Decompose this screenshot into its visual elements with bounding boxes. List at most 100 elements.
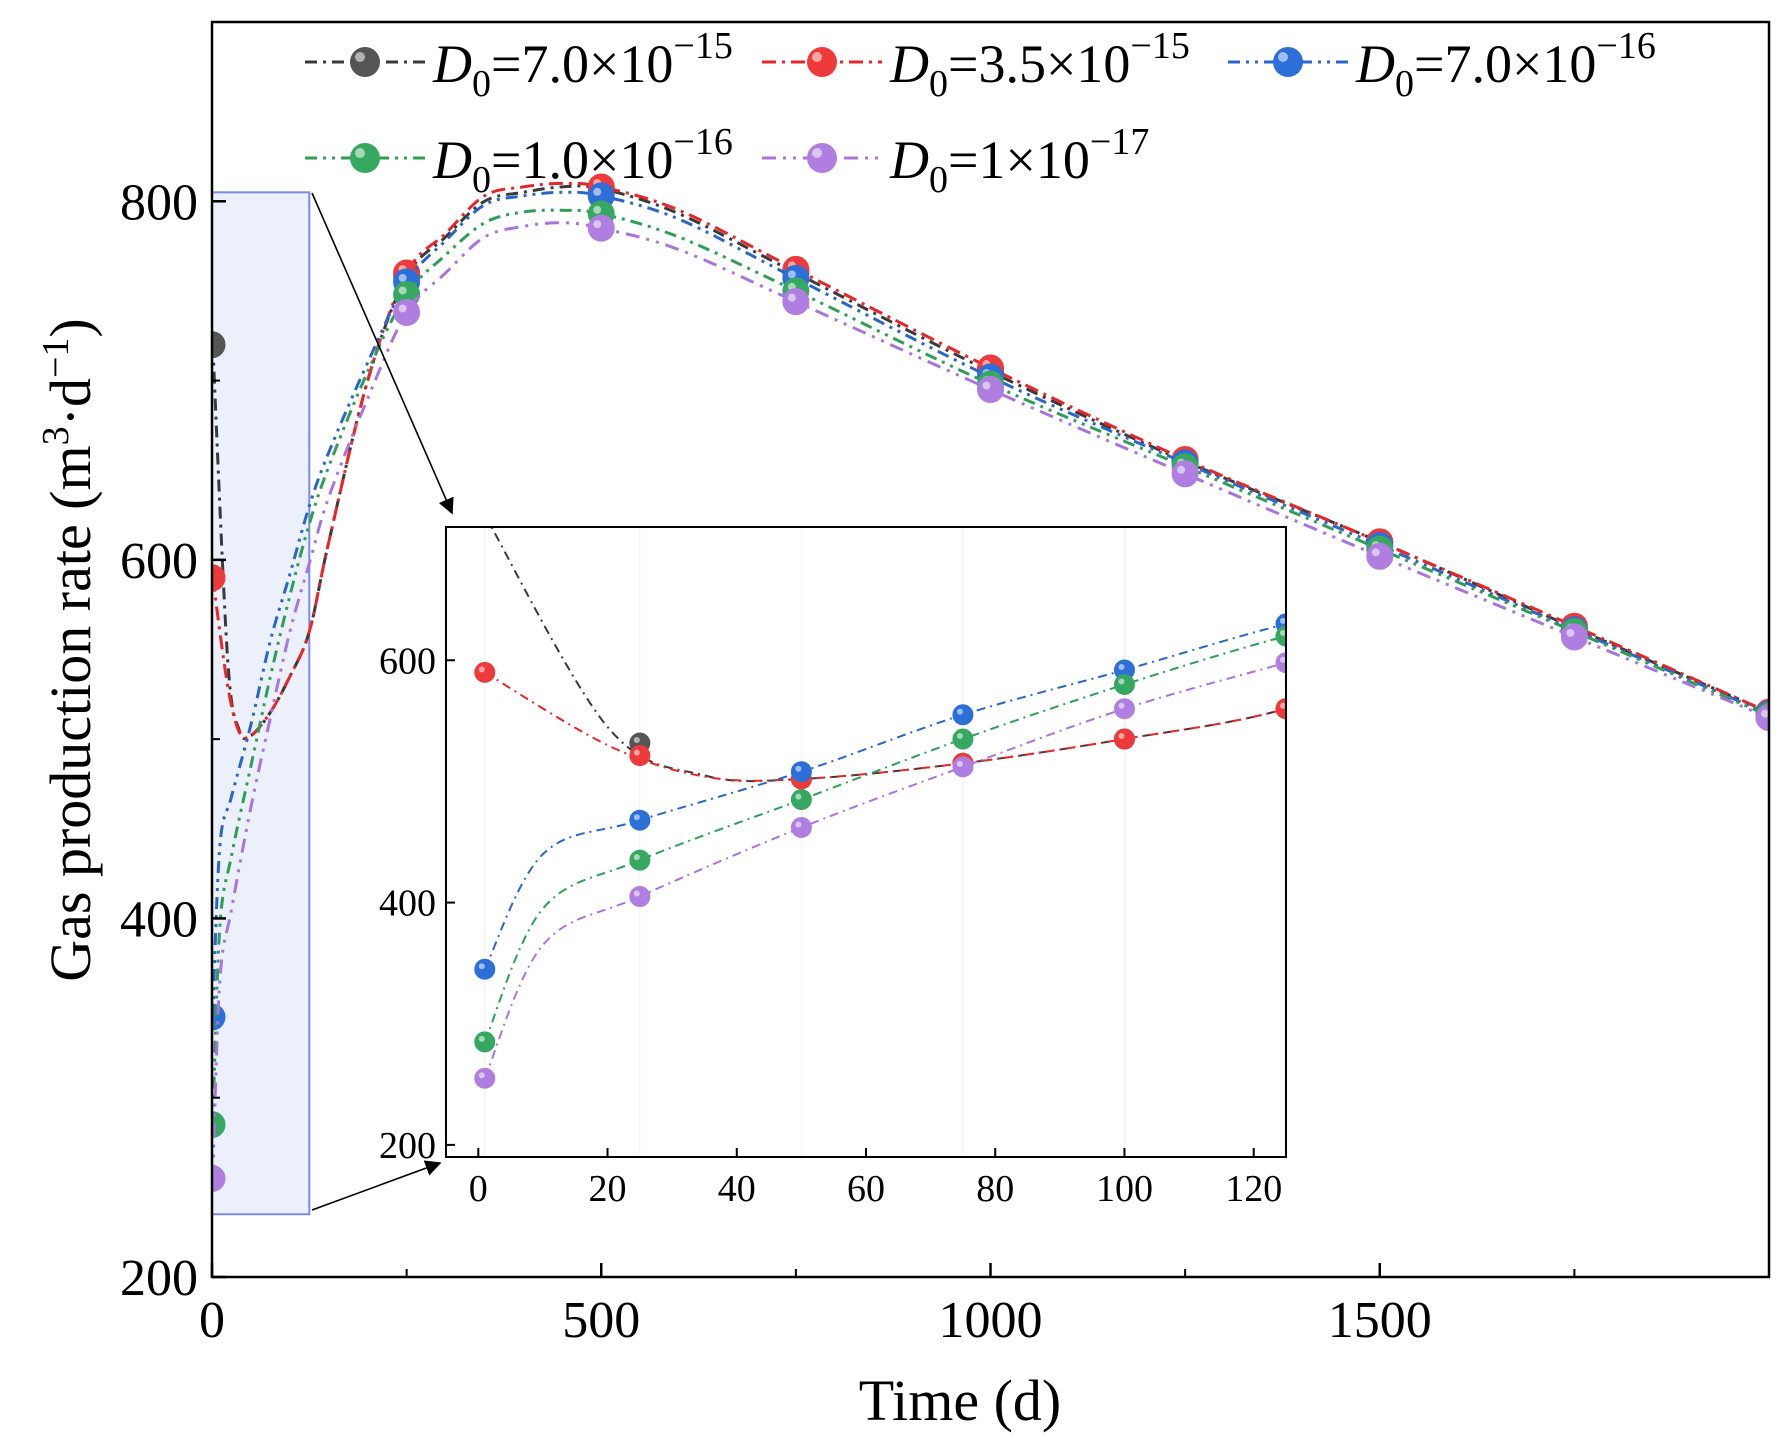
inset-marker-shine-0-0 <box>479 509 485 515</box>
inset-marker-3-0 <box>474 1031 496 1053</box>
legend-label-4: D0=1×10−17 <box>889 121 1149 201</box>
inset-marker-3-1 <box>629 849 651 871</box>
main-marker-shine-4-1 <box>398 304 407 313</box>
zoom-arrow-bottom <box>311 1160 442 1211</box>
y-tick-label-0: 200 <box>120 1250 198 1307</box>
inset-marker-2-1 <box>629 809 651 831</box>
main-marker-shine-2-2 <box>593 187 602 196</box>
x-axis-label: Time (d) <box>859 1368 1062 1433</box>
legend-marker-0 <box>350 47 380 77</box>
inset-marker-shine-4-1 <box>633 890 640 897</box>
main-marker-4-3 <box>782 288 810 316</box>
y-axis-label-unit-sup: 3 <box>35 426 77 445</box>
inset-marker-shine-4-4 <box>1118 702 1125 709</box>
inset-marker-shine-2-1 <box>633 814 640 821</box>
main-marker-1-0 <box>212 564 226 592</box>
main-marker-0-0 <box>212 331 226 359</box>
inset-marker-shine-4-5 <box>1280 656 1286 663</box>
inset-marker-4-0 <box>474 1067 496 1089</box>
legend-label-3: D0=1.0×10−16 <box>432 121 733 201</box>
inset-marker-2-3 <box>952 704 974 726</box>
inset-marker-0-0 <box>475 505 495 525</box>
main-marker-shine-3-2 <box>593 205 602 214</box>
legend-marker-shine-0 <box>355 52 365 62</box>
legend-marker-1 <box>807 47 837 77</box>
inset-marker-shine-1-5 <box>1280 702 1286 709</box>
inset-axis-ticks: 0 20 40 60 80 100 120 200 400 600 <box>379 640 1282 1210</box>
x-tick-label-3: 1500 <box>1328 1292 1432 1349</box>
y-tick-label-2: 600 <box>120 533 198 590</box>
inset-marker-shine-3-5 <box>1280 630 1286 637</box>
legend-marker-shine-2 <box>1278 52 1288 62</box>
main-series-group <box>212 173 1769 1192</box>
main-marker-shine-4-3 <box>787 293 796 302</box>
inset-y-tick-label-0: 200 <box>379 1125 436 1167</box>
legend-marker-3 <box>350 143 380 173</box>
zoom-arrow-top <box>311 192 454 515</box>
inset-x-tick-label-2: 40 <box>718 1168 756 1210</box>
inset-x-tick-label-5: 100 <box>1096 1168 1153 1210</box>
main-marker-shine-4-7 <box>1566 628 1575 637</box>
inset-marker-shine-2-4 <box>1118 663 1125 670</box>
inset-series-group <box>474 505 1286 1089</box>
inset-y-tick-label-1: 400 <box>379 883 436 925</box>
inset-marker-1-1 <box>629 745 651 767</box>
y-axis-label-main: Gas production rate (m <box>38 445 103 981</box>
inset-series-line-3 <box>483 634 1286 1043</box>
inset-series-line-1 <box>484 671 1286 782</box>
inset-x-tick-label-6: 120 <box>1225 1168 1282 1210</box>
main-series-line-2 <box>212 190 1769 1018</box>
x-tick-label-0: 0 <box>199 1292 225 1349</box>
main-marker-shine-3-1 <box>398 286 407 295</box>
main-marker-4-5 <box>1171 460 1199 488</box>
main-marker-shine-4-8 <box>1761 709 1769 718</box>
inset-marker-4-4 <box>1113 698 1135 720</box>
inset-y-tick-label-2: 600 <box>379 640 436 682</box>
main-marker-4-0 <box>212 1164 226 1192</box>
main-marker-4-4 <box>977 376 1004 404</box>
inset-marker-3-2 <box>790 789 812 811</box>
main-marker-shine-4-2 <box>593 220 602 229</box>
legend-marker-shine-4 <box>812 148 822 158</box>
inset-x-tick-label-0: 0 <box>469 1168 488 1210</box>
y-axis-label-mid: ·d <box>38 378 103 426</box>
inset-x-tick-label-4: 80 <box>976 1168 1014 1210</box>
main-marker-4-1 <box>393 298 421 326</box>
inset-marker-shine-3-1 <box>633 854 640 861</box>
main-marker-4-2 <box>587 214 615 242</box>
y-axis-label: Gas production rate (m3·d−1) <box>35 318 103 981</box>
inset-marker-shine-0-1 <box>633 737 640 744</box>
x-tick-label-2: 1000 <box>939 1292 1043 1349</box>
inset-marker-shine-2-0 <box>478 963 485 970</box>
legend-label-0: D0=7.0×10−15 <box>432 25 733 105</box>
legend-label-1: D0=3.5×10−15 <box>889 25 1190 105</box>
inset-marker-4-3 <box>952 756 974 778</box>
legend-label-2: D0=7.0×10−16 <box>1355 25 1656 105</box>
main-marker-shine-4-5 <box>1177 465 1186 474</box>
inset-marker-2-0 <box>474 958 496 980</box>
main-marker-shine-2-3 <box>787 270 796 279</box>
main-series-line-1 <box>212 181 1769 740</box>
inset-marker-shine-1-4 <box>1118 733 1125 740</box>
inset-marker-shine-2-5 <box>1280 617 1286 624</box>
inset-marker-4-2 <box>790 816 812 838</box>
inset-marker-1-4 <box>1113 728 1135 750</box>
inset-marker-shine-4-2 <box>795 821 802 828</box>
inset-series-line-4 <box>483 661 1286 1079</box>
inset-background <box>446 527 1286 1157</box>
inset-marker-shine-2-3 <box>956 708 963 715</box>
y-tick-label-3: 800 <box>120 174 198 231</box>
main-marker-shine-4-4 <box>982 381 991 390</box>
zoom-highlight-box <box>211 191 311 1216</box>
y-tick-label-1: 400 <box>120 891 198 948</box>
inset-series-line-2 <box>483 622 1286 970</box>
legend: D0=7.0×10−15 D0=3.5×10−15 D0=7.0×10−16 D0=1… <box>305 25 1656 201</box>
inset-x-tick-label-1: 20 <box>589 1168 627 1210</box>
inset-marker-shine-3-0 <box>478 1035 485 1042</box>
inset-marker-shine-1-1 <box>633 749 640 756</box>
legend-marker-2 <box>1273 47 1303 77</box>
inset-marker-1-0 <box>474 661 496 683</box>
y-axis-label-exp-sup: −1 <box>35 338 77 378</box>
